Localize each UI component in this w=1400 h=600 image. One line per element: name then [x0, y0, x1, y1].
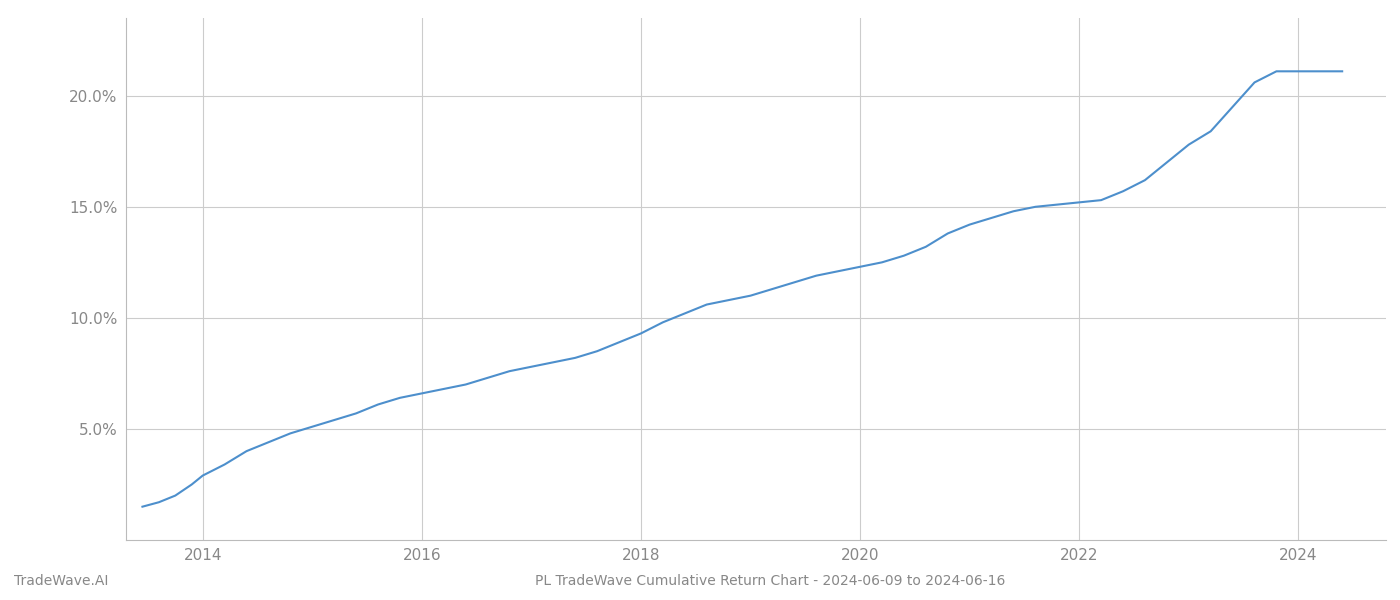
Text: TradeWave.AI: TradeWave.AI — [14, 574, 108, 588]
Text: PL TradeWave Cumulative Return Chart - 2024-06-09 to 2024-06-16: PL TradeWave Cumulative Return Chart - 2… — [535, 574, 1005, 588]
